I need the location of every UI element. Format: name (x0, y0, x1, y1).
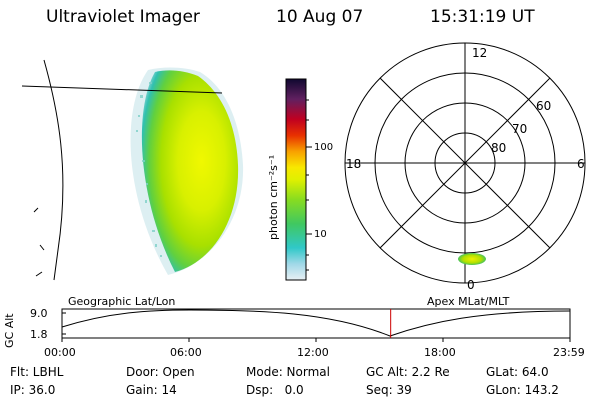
colorbar-tick-100: 100 (314, 142, 334, 153)
info-glat: GLat: 64.0 (486, 365, 549, 379)
info-seq: Seq: 39 (366, 383, 412, 397)
info-mode: Mode: Normal (246, 365, 330, 379)
alt-tick-high: 9.0 (30, 307, 48, 320)
lat-label-60: 60 (536, 99, 552, 113)
lat-label-80: 80 (491, 141, 507, 155)
polar-plot (344, 42, 586, 284)
info-gain: Gain: 14 (126, 383, 177, 397)
geographic-title: Geographic Lat/Lon (68, 295, 176, 308)
alt-tick-low: 1.8 (30, 328, 48, 341)
lat-label-70: 70 (512, 122, 528, 136)
date-label: 10 Aug 07 (276, 7, 364, 27)
time-tick-3: 18:00 (424, 346, 456, 359)
time-tick-2: 12:00 (297, 346, 329, 359)
info-gc-alt: GC Alt: 2.2 Re (366, 365, 450, 379)
time-tick-4: 23:59 (553, 346, 585, 359)
alt-axis-label: GC Alt (3, 313, 16, 348)
mlt-label-18: 18 (346, 157, 362, 171)
mlt-label-6: 6 (577, 157, 585, 171)
mlt-label-12: 12 (472, 46, 488, 60)
apex-title: Apex MLat/MLT (427, 295, 510, 308)
time-tick-1: 06:00 (170, 346, 202, 359)
info-dsp: Dsp: 0.0 (246, 383, 304, 397)
info-glon: GLon: 143.2 (486, 383, 559, 397)
time-tick-0: 00:00 (44, 346, 76, 359)
info-flt: Flt: LBHL (10, 365, 64, 379)
time-label: 15:31:19 UT (430, 7, 535, 27)
instrument-title: Ultraviolet Imager (46, 7, 200, 27)
altitude-curve (61, 309, 571, 337)
mlt-label-0: 0 (467, 278, 475, 292)
colorbar-unit-label: photon cm⁻²s⁻¹ (267, 154, 280, 240)
earth-image (21, 59, 244, 281)
polar-aurora-blob (458, 253, 486, 265)
info-door: Door: Open (126, 365, 195, 379)
altitude-panel (61, 308, 571, 342)
color-bar (285, 78, 312, 281)
colorbar-tick-10: 10 (314, 229, 327, 240)
info-ip: IP: 36.0 (10, 383, 56, 397)
